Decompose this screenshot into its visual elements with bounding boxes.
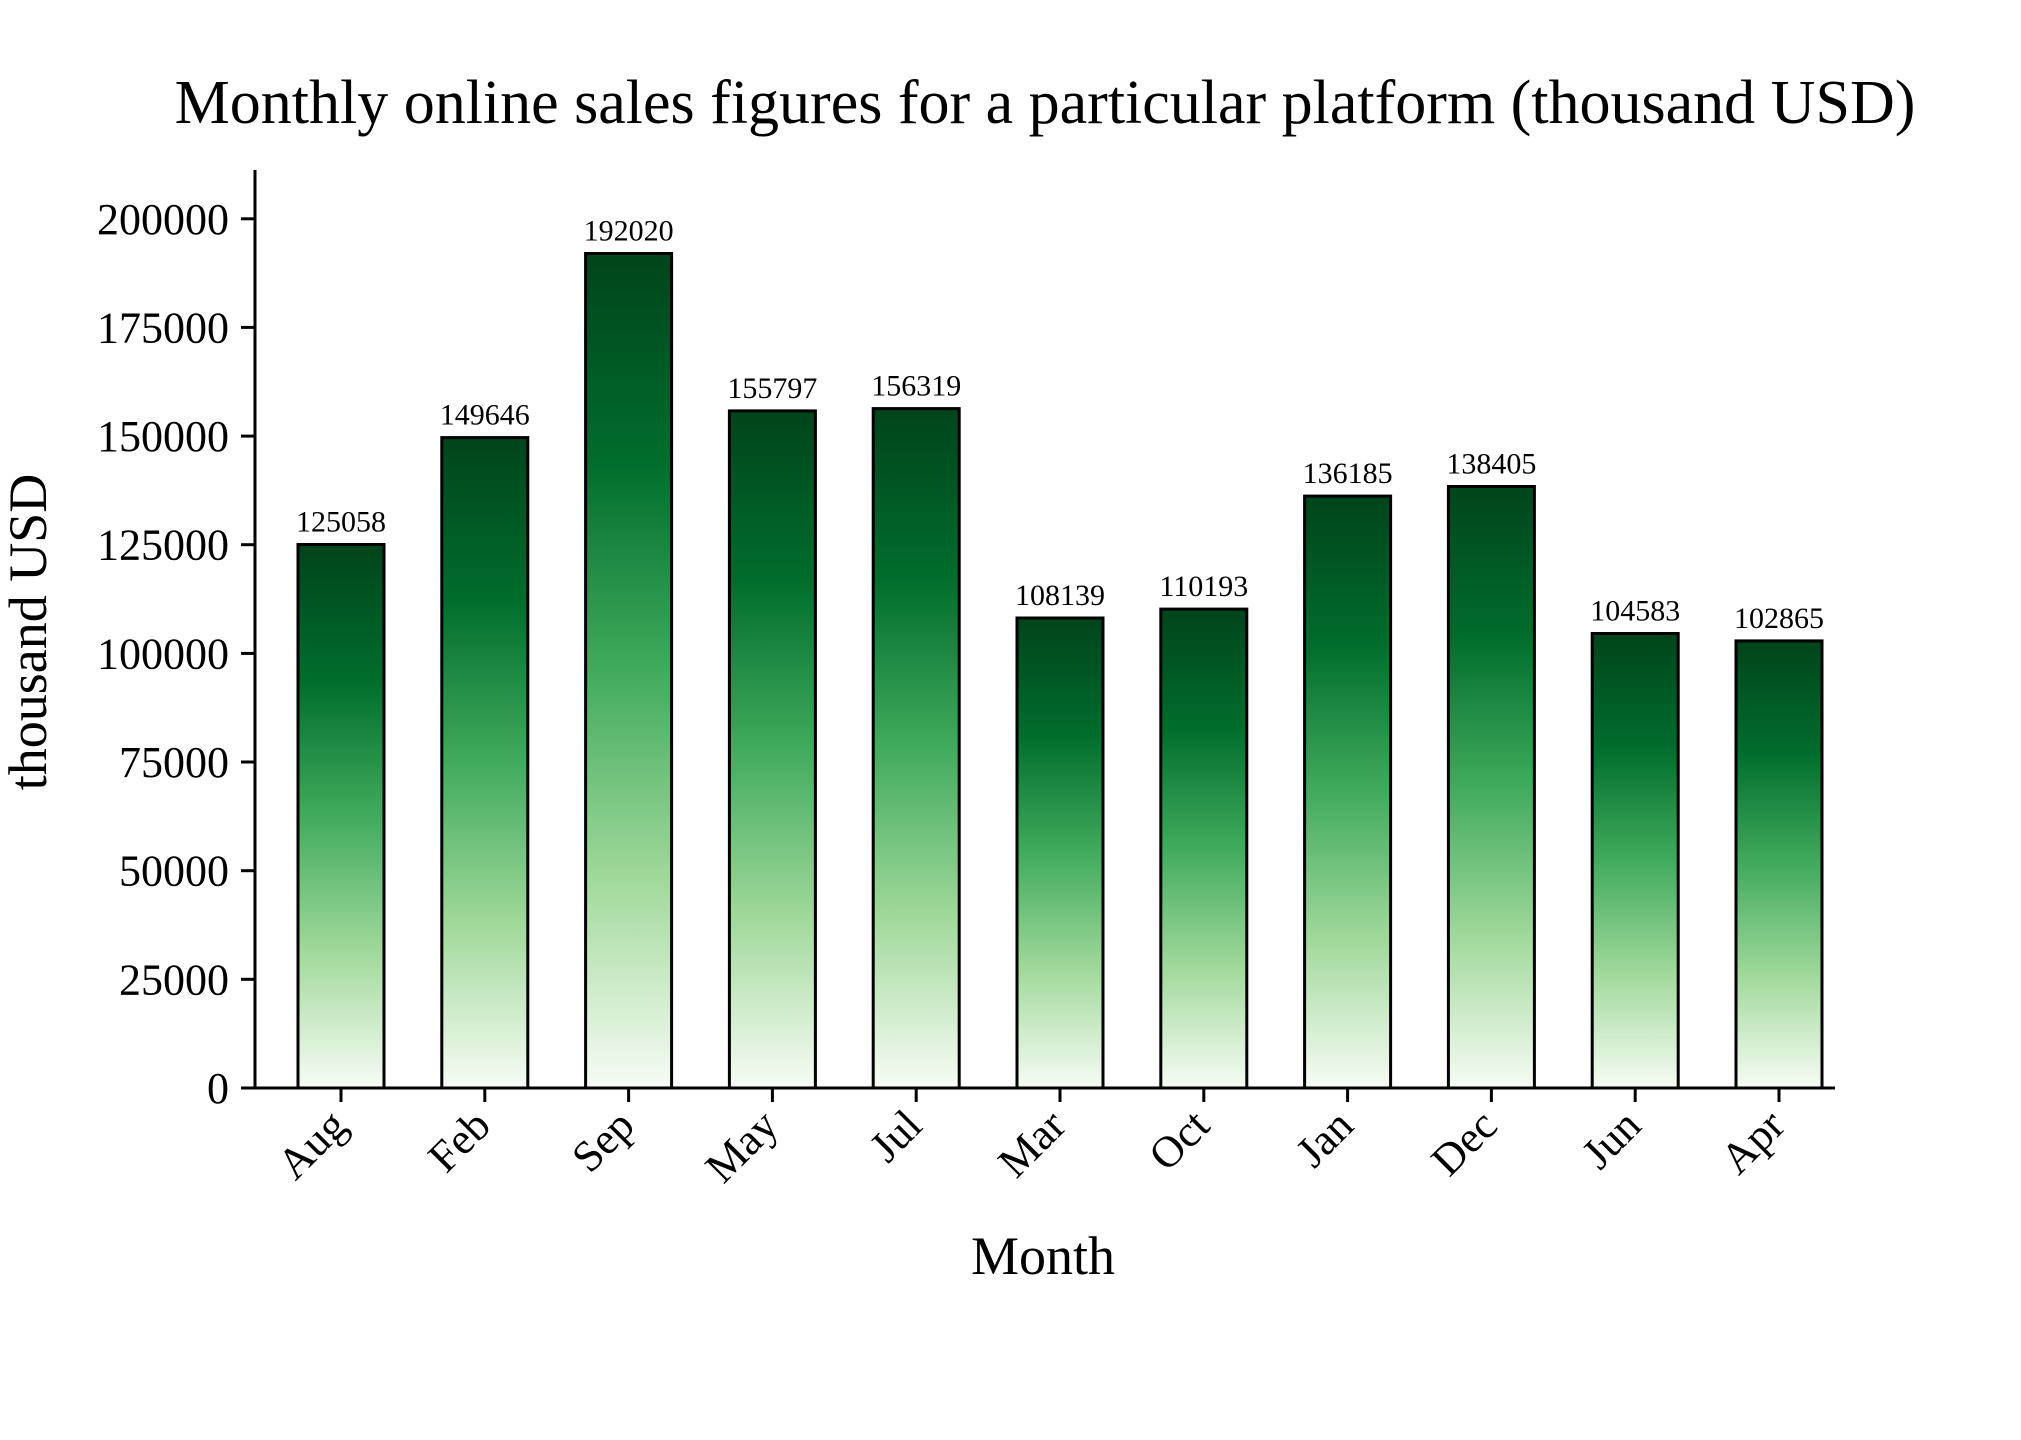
data-label-oct: 110193	[1159, 570, 1248, 603]
x-tick-label-feb: Feb	[419, 1100, 500, 1181]
y-tick-label: 200000	[97, 195, 229, 244]
bar-aug	[296, 543, 386, 1090]
x-tick-label-jul: Jul	[860, 1100, 931, 1171]
data-label-aug: 125058	[296, 506, 386, 539]
data-label-sep: 192020	[584, 215, 674, 248]
data-label-dec: 138405	[1446, 448, 1536, 481]
bar-dec	[1446, 485, 1536, 1090]
x-tick-label-dec: Dec	[1422, 1100, 1507, 1185]
bars-layer	[296, 252, 1824, 1090]
data-label-mar: 108139	[1015, 579, 1105, 612]
bar-may	[727, 409, 817, 1090]
bar-oct	[1159, 607, 1249, 1090]
bar-jan	[1303, 494, 1393, 1090]
y-tick-label: 125000	[97, 521, 229, 570]
data-label-feb: 149646	[440, 399, 530, 432]
y-tick-label: 100000	[97, 629, 229, 678]
data-labels-layer: 125058 149646 192020 155797 156319 108139 1101…	[296, 215, 1824, 635]
data-label-may: 155797	[727, 372, 817, 405]
x-tick-label-oct: Oct	[1139, 1100, 1219, 1180]
bar-jul	[871, 407, 961, 1090]
bar-feb	[440, 436, 530, 1090]
x-tick-label-apr: Apr	[1711, 1100, 1794, 1183]
x-tick-label-jun: Jun	[1572, 1100, 1650, 1178]
data-label-jun: 104583	[1590, 595, 1680, 628]
x-tick-label-may: May	[696, 1100, 788, 1192]
y-tick-label: 50000	[119, 847, 229, 896]
chart-title: Monthly online sales figures for a parti…	[175, 69, 1916, 137]
x-tick-label-jan: Jan	[1287, 1100, 1363, 1176]
bar-mar	[1015, 616, 1105, 1090]
y-axis-label: thousand USD	[0, 474, 58, 791]
data-label-apr: 102865	[1734, 602, 1824, 635]
bar-apr	[1734, 639, 1824, 1090]
x-tick-label-aug: Aug	[268, 1100, 356, 1188]
y-tick-label: 25000	[119, 955, 229, 1004]
bar-jun	[1590, 632, 1680, 1090]
x-tick-label-mar: Mar	[989, 1100, 1076, 1187]
y-tick-label: 175000	[97, 303, 229, 352]
y-tick-label: 75000	[119, 738, 229, 787]
y-tick-label: 0	[207, 1064, 229, 1113]
y-axis: 0 25000 50000 75000 100000 125000 150000 175000…	[97, 170, 257, 1113]
data-label-jul: 156319	[871, 370, 961, 403]
data-label-jan: 136185	[1303, 457, 1393, 490]
x-tick-label-sep: Sep	[562, 1100, 643, 1181]
x-axis: Aug Feb Sep May Jul Mar Oct Jan Dec Jun Apr	[255, 1086, 1835, 1192]
x-axis-label: Month	[971, 1226, 1115, 1286]
y-tick-label: 150000	[97, 412, 229, 461]
bar-sep	[584, 252, 674, 1090]
